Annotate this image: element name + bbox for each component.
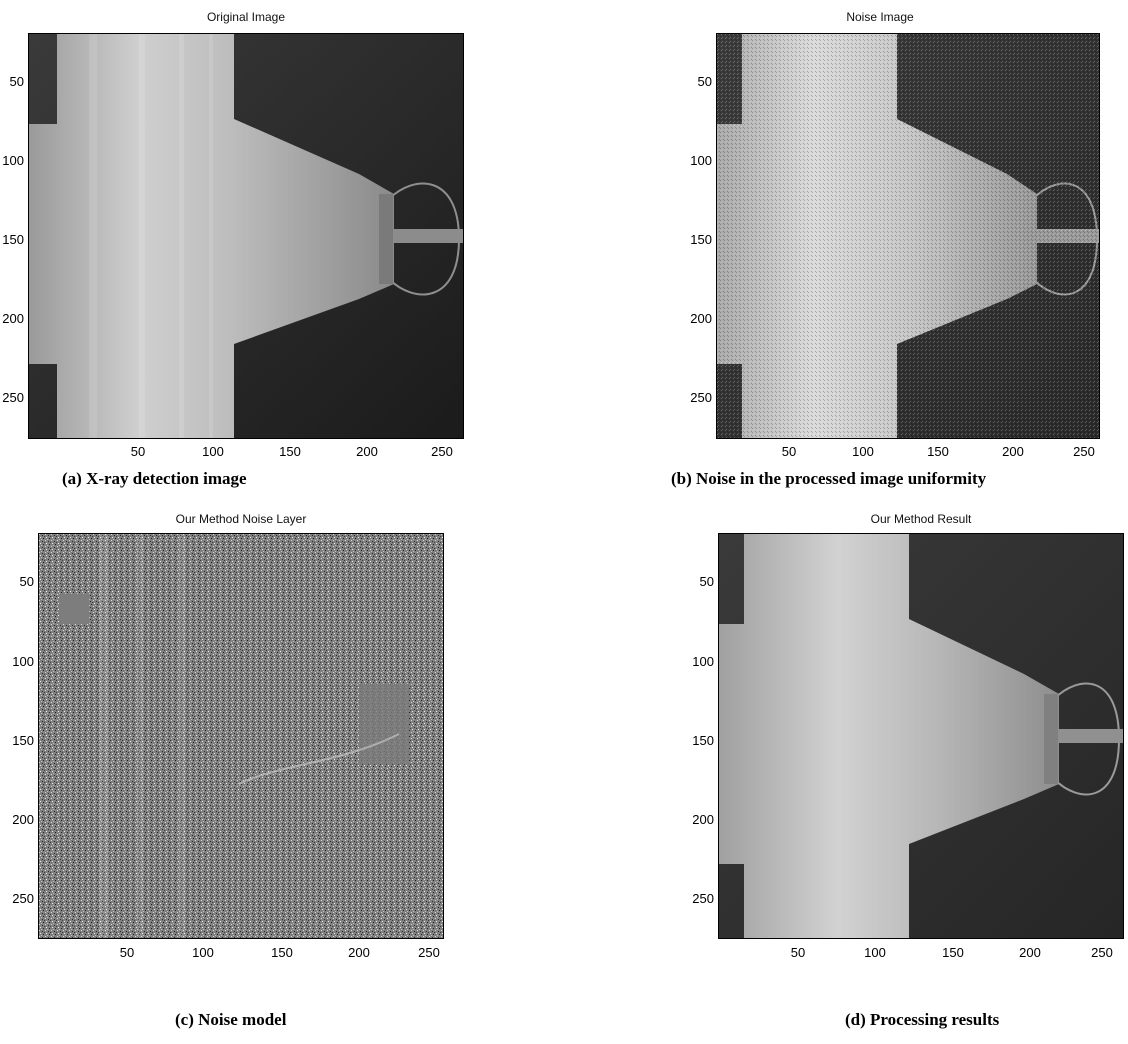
x-tick-label: 100 <box>202 444 224 459</box>
x-tick-label: 150 <box>271 945 293 960</box>
x-tick-label: 150 <box>279 444 301 459</box>
y-tick-label: 250 <box>2 390 24 405</box>
y-tick-label: 200 <box>12 812 34 827</box>
x-tick-label: 50 <box>790 945 806 960</box>
x-tick-label: 100 <box>852 444 874 459</box>
y-tick-label: 100 <box>692 654 714 669</box>
x-tick-label: 200 <box>356 444 378 459</box>
y-tick-label: 50 <box>699 574 714 589</box>
panel-title: Original Image <box>206 10 286 24</box>
xray-image-original <box>29 34 463 438</box>
x-tick-label: 150 <box>927 444 949 459</box>
image-plot <box>716 33 1100 439</box>
image-plot <box>28 33 464 439</box>
y-tick-label: 250 <box>12 891 34 906</box>
y-tick-label: 150 <box>12 733 34 748</box>
y-tick-label: 200 <box>2 311 24 326</box>
figure-caption: (b) Noise in the processed image uniform… <box>671 469 987 488</box>
y-tick-label: 100 <box>2 153 24 168</box>
panel-title: Noise Image <box>846 10 914 24</box>
x-tick-label: 50 <box>119 945 135 960</box>
y-tick-label: 200 <box>692 812 714 827</box>
x-tick-label: 250 <box>1073 444 1095 459</box>
y-tick-label: 250 <box>690 390 712 405</box>
y-tick-label: 50 <box>697 74 712 89</box>
x-tick-label: 250 <box>431 444 453 459</box>
xray-image-noisy <box>717 34 1099 438</box>
x-tick-label: 200 <box>1019 945 1041 960</box>
figure-caption: (c) Noise model <box>175 1010 287 1029</box>
y-tick-label: 250 <box>692 891 714 906</box>
x-tick-label: 150 <box>942 945 964 960</box>
x-tick-label: 100 <box>864 945 886 960</box>
x-tick-label: 50 <box>130 444 146 459</box>
y-tick-label: 150 <box>2 232 24 247</box>
panel-title: Our Method Result <box>870 512 972 526</box>
x-tick-label: 200 <box>1002 444 1024 459</box>
x-tick-label: 100 <box>192 945 214 960</box>
y-tick-label: 100 <box>12 654 34 669</box>
x-tick-label: 50 <box>781 444 797 459</box>
noise-layer-image <box>39 534 443 938</box>
image-plot <box>718 533 1124 939</box>
panel-title: Our Method Noise Layer <box>175 512 307 526</box>
figure-caption: (a) X-ray detection image <box>62 469 247 488</box>
y-tick-label: 200 <box>690 311 712 326</box>
figure-caption: (d) Processing results <box>845 1010 1000 1029</box>
y-tick-label: 150 <box>690 232 712 247</box>
y-tick-label: 50 <box>19 574 34 589</box>
y-tick-label: 50 <box>9 74 24 89</box>
x-tick-label: 200 <box>348 945 370 960</box>
y-tick-label: 100 <box>690 153 712 168</box>
xray-image-processed <box>719 534 1123 938</box>
y-tick-label: 150 <box>692 733 714 748</box>
x-tick-label: 250 <box>418 945 440 960</box>
image-plot <box>38 533 444 939</box>
x-tick-label: 250 <box>1091 945 1113 960</box>
